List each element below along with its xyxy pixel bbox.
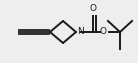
Text: N: N xyxy=(77,28,84,36)
Text: O: O xyxy=(90,4,97,13)
Text: O: O xyxy=(100,28,107,36)
